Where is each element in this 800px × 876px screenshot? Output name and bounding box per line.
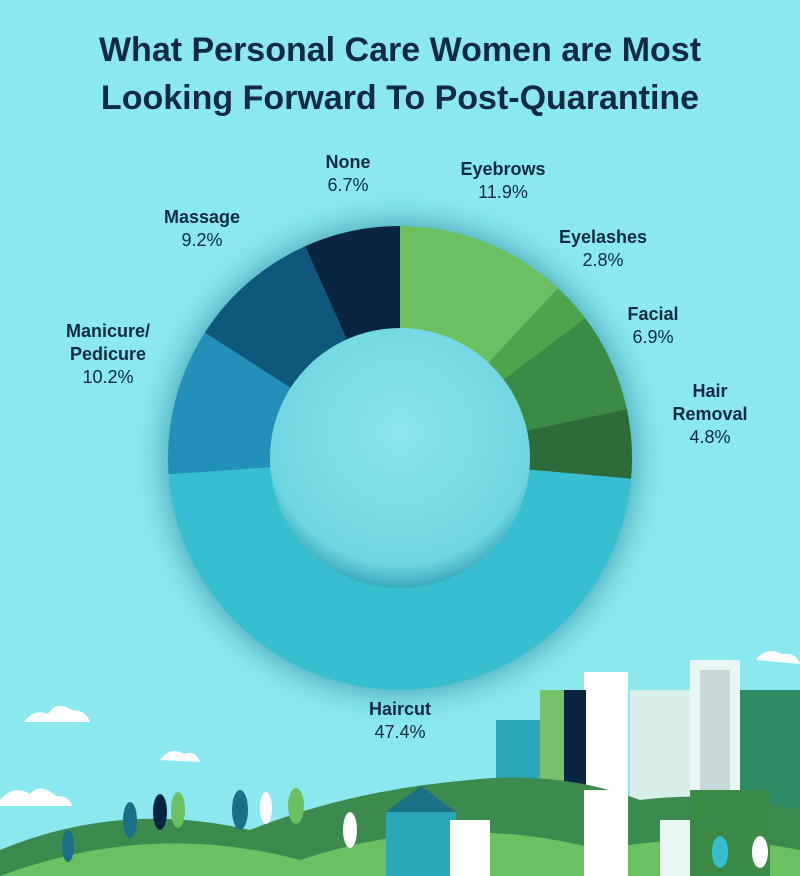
- category-label: Hair Removal: [672, 381, 748, 424]
- value-label: 9.2%: [181, 230, 223, 250]
- category-label: Eyelashes: [558, 227, 648, 247]
- category-label: Massage: [163, 207, 241, 227]
- donut-slice: [400, 226, 558, 365]
- value-label: 11.9%: [478, 182, 528, 202]
- category-label: Eyebrows: [460, 159, 546, 179]
- slice-label: Eyebrows 11.9%: [460, 158, 545, 204]
- donut-slice: [502, 318, 627, 432]
- slice-label: None 6.7%: [326, 151, 371, 197]
- value-label: 6.9%: [632, 327, 674, 347]
- category-label: None: [325, 152, 371, 172]
- value-label: 10.2%: [82, 367, 134, 387]
- donut-slice: [168, 332, 293, 475]
- scenery: [0, 651, 800, 876]
- value-label: 6.7%: [327, 175, 369, 195]
- donut: [168, 226, 632, 690]
- value-label: 47.4%: [374, 722, 426, 742]
- value-label: 2.8%: [582, 250, 624, 270]
- donut-slice: [305, 226, 400, 342]
- slice-label: Haircut 47.4%: [369, 698, 431, 744]
- slice-label: Facial 6.9%: [627, 303, 678, 349]
- donut-slice: [168, 467, 632, 690]
- donut-slice: [525, 409, 632, 479]
- slice-label: Hair Removal 4.8%: [665, 380, 755, 449]
- value-label: 4.8%: [689, 427, 731, 447]
- category-label: Facial: [627, 304, 679, 324]
- slice-label: Massage 9.2%: [164, 206, 240, 252]
- slice-label: Eyelashes 2.8%: [559, 226, 647, 272]
- donut-hole: [270, 328, 530, 588]
- category-label: Manicure/ Pedicure: [65, 321, 151, 364]
- donut-slice: [487, 288, 586, 381]
- category-label: Haircut: [368, 699, 432, 719]
- slice-label: Manicure/ Pedicure 10.2%: [66, 320, 150, 389]
- donut-slice: [204, 246, 348, 389]
- chart-title: What Personal Care Women are Most Lookin…: [98, 31, 702, 117]
